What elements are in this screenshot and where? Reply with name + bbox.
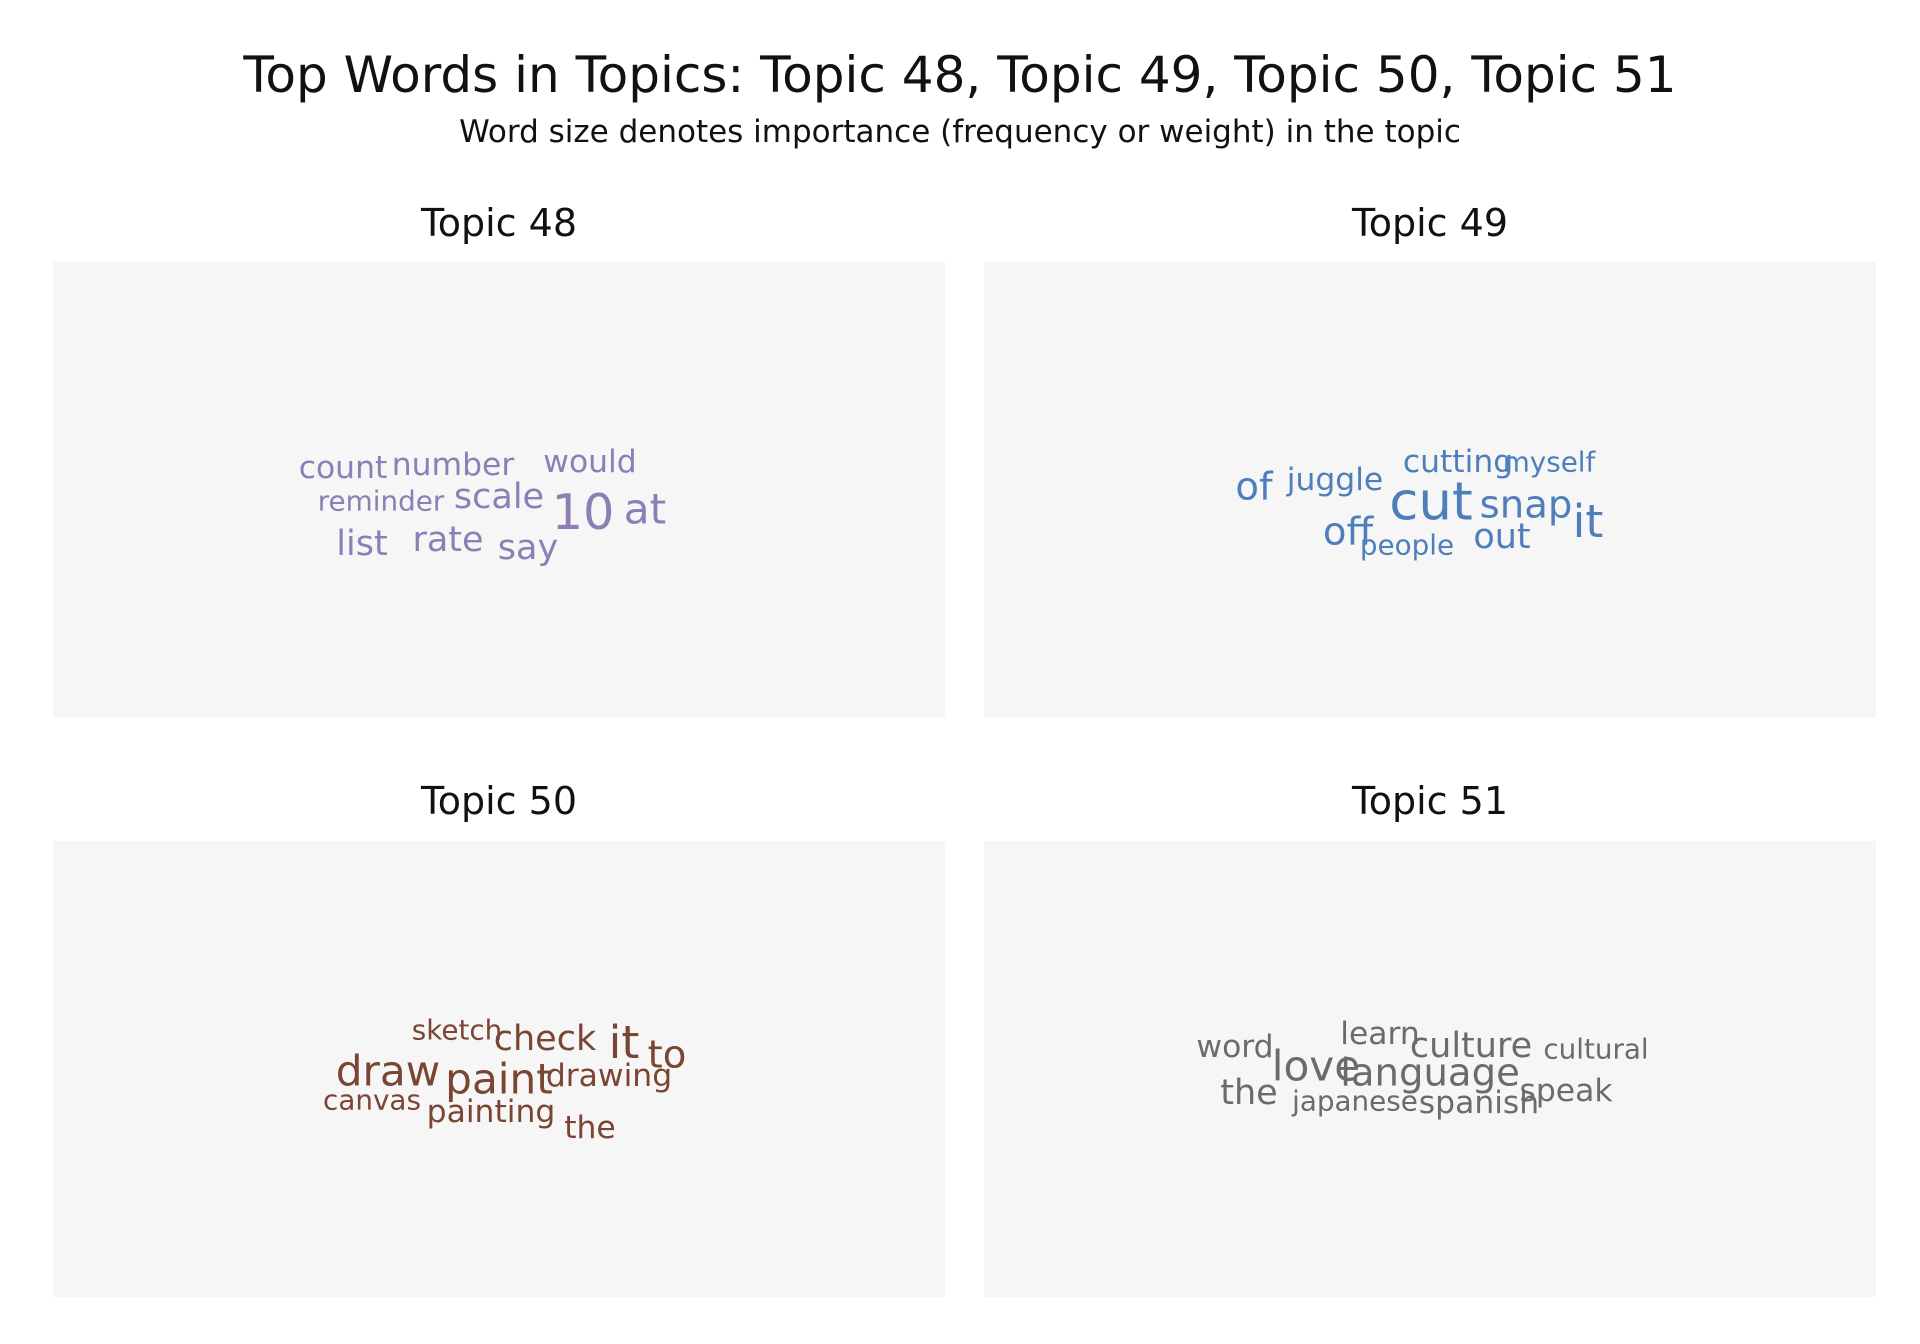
word-reminder: reminder	[318, 485, 445, 518]
word-paint: paint	[445, 1055, 553, 1104]
topic-48-panel: count number would reminder scale 10 at list rat…	[53, 262, 945, 718]
word-of: of	[1235, 465, 1274, 510]
word-love: love	[1272, 1042, 1360, 1091]
word-cultural: cultural	[1543, 1033, 1648, 1066]
chart-subtitle: Word size denotes importance (frequency …	[459, 114, 1461, 150]
topic-48-title: Topic 48	[420, 201, 577, 245]
word-learn: learn	[1340, 1016, 1420, 1052]
word-language: language	[1340, 1051, 1520, 1096]
word-myself: myself	[1503, 446, 1597, 479]
word-draw: draw	[336, 1047, 440, 1096]
word-speak: speak	[1519, 1073, 1613, 1109]
word-juggle: juggle	[1286, 462, 1384, 498]
topic-49-title: Topic 49	[1351, 201, 1508, 245]
word-out: out	[1473, 517, 1530, 557]
word-10: 10	[552, 483, 615, 541]
word-people: people	[1360, 529, 1454, 562]
word-check: check	[494, 1019, 597, 1059]
word-to: to	[648, 1033, 687, 1078]
word-cutting: cutting	[1403, 444, 1513, 480]
word-the: the	[564, 1110, 616, 1146]
word-say: say	[498, 528, 558, 568]
word-the: the	[1220, 1073, 1277, 1113]
word-would: would	[543, 444, 636, 480]
word-count: count	[299, 450, 388, 486]
word-canvas: canvas	[323, 1084, 421, 1117]
word-word: word	[1196, 1029, 1273, 1065]
word-off: off	[1323, 510, 1375, 555]
word-japanese: japanese	[1291, 1085, 1418, 1118]
chart-title: Top Words in Topics: Topic 48, Topic 49,…	[243, 46, 1677, 104]
word-it: it	[1573, 494, 1604, 548]
word-scale: scale	[454, 477, 544, 517]
word-spanish: spanish	[1419, 1085, 1539, 1121]
word-rate: rate	[412, 520, 483, 560]
word-painting: painting	[427, 1094, 556, 1130]
word-culture: culture	[1410, 1026, 1532, 1066]
topic-51-panel: word learn culture cultural love language the j…	[984, 841, 1876, 1297]
word-snap: snap	[1480, 483, 1573, 528]
topic-49-panel: of juggle cutting myself cut snap it off people o…	[984, 262, 1876, 718]
word-sketch: sketch	[412, 1014, 503, 1047]
word-it: it	[609, 1015, 640, 1069]
word-drawing: drawing	[546, 1058, 672, 1094]
word-cut: cut	[1389, 472, 1473, 533]
topic-48-wordcloud: count number would reminder scale 10 at list rat…	[299, 444, 666, 568]
topic-51-title: Topic 51	[1351, 779, 1508, 823]
word-list: list	[336, 524, 387, 564]
topic-50-panel: sketch check it to draw paint drawing canvas pai…	[53, 841, 945, 1297]
word-number: number	[392, 447, 515, 483]
word-at: at	[624, 485, 666, 534]
topic-50-title: Topic 50	[420, 779, 577, 823]
